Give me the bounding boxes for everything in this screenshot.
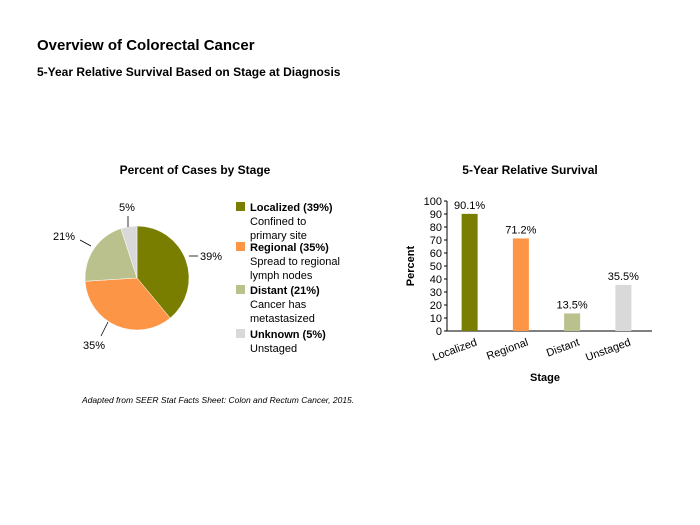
bar-localized [461, 213, 478, 331]
pie-slice-regional [84, 277, 171, 331]
bar-y-tick-label: 0 [436, 326, 442, 338]
pie-slice-label-distant: 21% [53, 231, 75, 243]
bar-chart-title: 5-Year Relative Survival [462, 163, 597, 177]
bar-y-tick-label: 70 [430, 235, 442, 247]
bar-category-label-regional: Regional [485, 337, 530, 363]
bar-y-tick-label: 30 [430, 287, 442, 299]
bar-y-tick-label: 40 [430, 274, 442, 286]
source-note: Adapted from SEER Stat Facts Sheet: Colo… [82, 395, 355, 405]
bar-regional [512, 238, 529, 331]
page-title: Overview of Colorectal Cancer [37, 37, 255, 54]
pie-slice-label-localized: 39% [200, 251, 222, 263]
legend-title-regional: Regional (35%) [250, 242, 329, 254]
legend-swatch-regional [236, 242, 245, 251]
bar-category-label-localized: Localized [431, 337, 479, 364]
bar-y-axis-label: Percent [405, 245, 417, 286]
legend-desc-distant: metastasized [250, 313, 315, 325]
legend-desc-regional: lymph nodes [250, 270, 313, 282]
pie-chart: Percent of Cases by Stage 39% 35% 21% 5% Loc… [53, 163, 340, 355]
bar-chart: 5-Year Relative Survival 010203040506070… [405, 163, 652, 384]
bar-y-tick-label: 20 [430, 300, 442, 312]
bar-y-tick-label: 10 [430, 313, 442, 325]
legend-swatch-distant [236, 285, 245, 294]
bar-data-label-localized: 90.1% [454, 200, 485, 212]
pie-slice-unknown [120, 225, 138, 279]
bar-distant [564, 313, 581, 331]
bar-y-tick-label: 50 [430, 261, 442, 273]
legend-desc-localized: primary site [250, 230, 307, 242]
legend-title-unknown: Unknown (5%) [250, 329, 326, 341]
legend-desc-distant: Cancer has [250, 299, 307, 311]
legend-title-localized: Localized (39%) [250, 202, 333, 214]
pie-leader-line-distant [79, 239, 92, 247]
bar-data-label-distant: 13.5% [557, 299, 588, 311]
bar-data-label-regional: 71.2% [505, 224, 536, 236]
legend-swatch-localized [236, 202, 245, 211]
bar-y-tick-label: 80 [430, 222, 442, 234]
legend-desc-localized: Confined to [250, 216, 306, 228]
bar-unstaged [615, 284, 632, 331]
bar-category-label-distant: Distant [545, 337, 581, 360]
pie-slice-localized [136, 225, 190, 319]
legend-desc-unknown: Unstaged [250, 343, 297, 355]
bar-category-label-unstaged: Unstaged [584, 337, 632, 364]
bar-y-tick-label: 60 [430, 248, 442, 260]
pie-slice-distant [84, 228, 138, 282]
legend-desc-regional: Spread to regional [250, 256, 340, 268]
bar-data-label-unstaged: 35.5% [608, 271, 639, 283]
pie-leader-line-regional [100, 321, 109, 337]
pie-slice-label-unknown: 5% [119, 202, 135, 214]
page-subtitle: 5-Year Relative Survival Based on Stage … [37, 65, 341, 79]
bar-y-tick-label: 90 [430, 209, 442, 221]
bar-y-tick-label: 100 [424, 196, 442, 208]
pie-slice-label-regional: 35% [83, 340, 105, 352]
pie-chart-title: Percent of Cases by Stage [120, 163, 271, 177]
legend-swatch-unknown [236, 329, 245, 338]
legend-title-distant: Distant (21%) [250, 285, 320, 297]
bar-x-axis-label: Stage [530, 372, 560, 384]
